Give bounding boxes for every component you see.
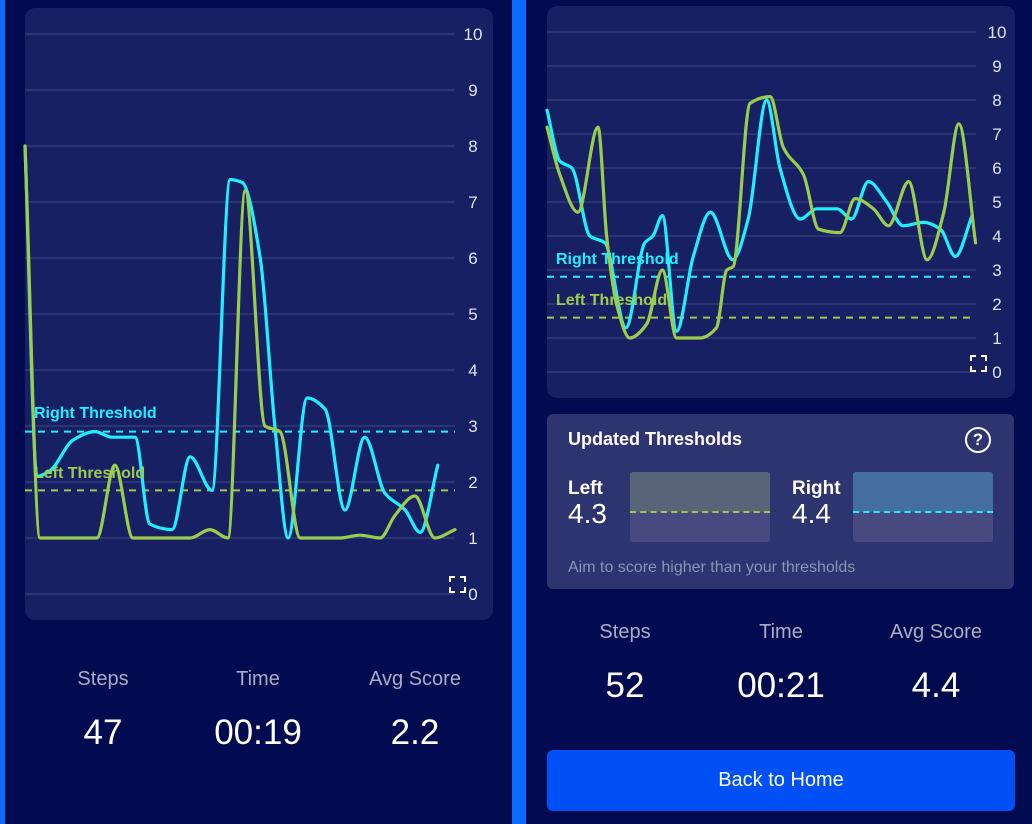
score-chart-card-2: [547, 6, 1015, 398]
left-value: 4.3: [568, 498, 607, 529]
stat-steps: Steps 47: [28, 668, 178, 753]
stat-value: 52: [605, 666, 645, 705]
stat-label: Time: [236, 668, 280, 690]
stat-avg-score: Avg Score 4.4: [861, 621, 1011, 706]
updated-thresholds-card: Updated Thresholds ? Left 4.3 Right 4.4 Ai…: [547, 414, 1014, 589]
stat-time: Time 00:19: [183, 668, 333, 753]
left-edge-strip: [0, 0, 5, 824]
stat-value: 2.2: [390, 713, 440, 752]
right-value: 4.4: [792, 498, 831, 529]
divider-strip: [512, 0, 526, 824]
expand-icon[interactable]: [970, 355, 987, 372]
thresholds-title: Updated Thresholds: [568, 429, 743, 449]
help-icon[interactable]: ?: [965, 427, 991, 453]
stat-steps: Steps 52: [550, 621, 700, 706]
expand-icon[interactable]: [449, 576, 466, 593]
stat-label: Steps: [599, 621, 651, 643]
stat-avg-score: Avg Score 2.2: [340, 668, 490, 753]
left-label: Left: [568, 478, 603, 499]
stat-value: 00:19: [214, 713, 302, 752]
stat-value: 4.4: [911, 666, 961, 705]
right-label: Right: [792, 478, 841, 499]
right-threshold: Right 4.4: [792, 478, 841, 528]
stat-value: 47: [83, 713, 123, 752]
stat-label: Avg Score: [369, 668, 461, 690]
stat-label: Time: [759, 621, 803, 643]
stat-label: Avg Score: [890, 621, 982, 643]
stat-label: Steps: [77, 668, 129, 690]
stat-time: Time 00:21: [706, 621, 856, 706]
thresholds-caption: Aim to score higher than your thresholds: [568, 559, 856, 576]
left-threshold: Left 4.3: [568, 478, 607, 528]
stat-value: 00:21: [737, 666, 825, 705]
score-chart-card-1: [25, 8, 493, 620]
right-threshold-gauge: [853, 472, 993, 542]
back-to-home-button[interactable]: Back to Home: [547, 750, 1015, 811]
left-threshold-gauge: [630, 472, 770, 542]
